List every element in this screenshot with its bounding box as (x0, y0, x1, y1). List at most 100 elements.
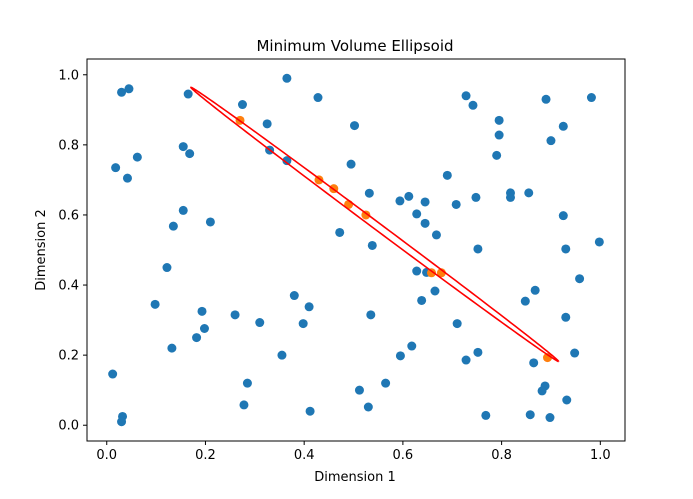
y-axis-label: Dimension 2 (34, 209, 49, 291)
data-point (473, 347, 483, 357)
data-point (124, 84, 134, 94)
data-point (277, 350, 287, 360)
data-point (541, 94, 551, 104)
y-tick-label: 0.2 (58, 349, 79, 364)
data-point (282, 73, 292, 83)
data-point (354, 385, 364, 395)
x-tick-label: 0.2 (195, 448, 216, 463)
plot-frame (86, 58, 626, 442)
data-point (364, 188, 374, 198)
data-point (242, 378, 252, 388)
data-point (305, 406, 315, 416)
data-point (420, 197, 430, 207)
x-tick-label: 0.8 (491, 448, 512, 463)
data-point (395, 351, 405, 361)
data-point (524, 188, 534, 198)
data-point (282, 156, 292, 166)
data-point (461, 91, 471, 101)
data-point (255, 318, 265, 328)
data-point (199, 324, 209, 334)
data-point (150, 299, 160, 309)
data-point (570, 348, 580, 358)
y-tick-label: 0.8 (58, 138, 79, 153)
data-point (451, 199, 461, 209)
data-point (558, 121, 568, 131)
data-point (575, 274, 585, 284)
data-point (494, 115, 504, 125)
data-point (230, 310, 240, 320)
data-point (537, 386, 547, 396)
data-point (525, 410, 535, 420)
data-point (167, 343, 177, 353)
data-point (350, 121, 360, 131)
data-point (530, 285, 540, 295)
data-point (262, 119, 272, 129)
data-point (192, 333, 202, 343)
chart-title: Minimum Volume Ellipsoid (256, 37, 453, 55)
data-point (442, 170, 452, 180)
data-point (381, 378, 391, 388)
data-point (108, 369, 118, 379)
data-point (492, 150, 502, 160)
y-tick-label: 0.4 (58, 279, 79, 294)
data-point (481, 410, 491, 420)
data-point (132, 152, 142, 162)
data-point (586, 93, 596, 103)
y-tick-label: 0.0 (58, 419, 79, 434)
y-tick-label: 0.6 (58, 208, 79, 223)
data-point (162, 263, 172, 273)
data-point (407, 341, 417, 351)
x-tick-label: 1.0 (590, 448, 611, 463)
data-point (471, 192, 481, 202)
data-point (178, 205, 188, 215)
data-point (420, 218, 430, 228)
highlighted-point (427, 268, 437, 278)
data-point (494, 130, 504, 140)
data-point (239, 400, 249, 410)
data-point (111, 163, 121, 173)
x-axis-label: Dimension 1 (314, 470, 396, 485)
x-tick-label: 0.0 (96, 448, 117, 463)
data-point (237, 100, 247, 110)
data-point (367, 240, 377, 250)
data-point (505, 192, 515, 202)
data-point (520, 296, 530, 306)
data-point (529, 358, 539, 368)
data-point (298, 319, 308, 329)
data-point (545, 413, 555, 423)
data-point (558, 211, 568, 221)
data-point (346, 159, 356, 169)
ellipse-outline (190, 86, 560, 363)
data-point (183, 89, 193, 99)
data-point (473, 244, 483, 254)
data-point (594, 237, 604, 247)
data-point (430, 286, 440, 296)
y-tick-label: 1.0 (58, 68, 79, 83)
data-point (335, 227, 345, 237)
data-point (412, 209, 422, 219)
data-point (404, 191, 414, 201)
data-point (452, 319, 462, 329)
y-axis: 0.0 0.2 0.4 0.6 0.8 1.0 (58, 68, 87, 434)
highlighted-point (361, 210, 371, 220)
data-point (205, 217, 215, 227)
data-point (197, 306, 207, 316)
data-point (461, 355, 471, 365)
data-point (561, 312, 571, 322)
data-point (363, 402, 373, 412)
data-point (412, 266, 422, 276)
data-point (366, 310, 376, 320)
data-point (168, 221, 178, 231)
x-tick-label: 0.4 (294, 448, 315, 463)
data-point (431, 230, 441, 240)
data-point (117, 417, 127, 427)
data-point (417, 295, 427, 305)
plot-area (108, 73, 604, 427)
data-point (289, 291, 299, 301)
data-point (562, 395, 572, 405)
data-point (178, 142, 188, 152)
data-point (395, 196, 405, 206)
data-point (304, 302, 314, 312)
